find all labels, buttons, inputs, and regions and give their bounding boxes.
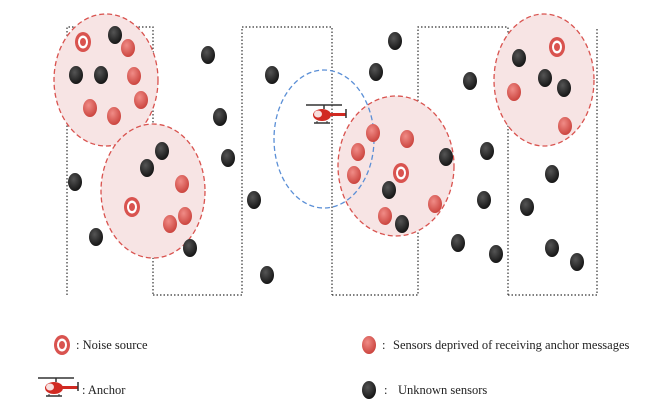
- deprived-sensor: [107, 107, 121, 125]
- unknown-sensor: [89, 228, 103, 246]
- legend-noise-source-icon: [54, 335, 70, 355]
- unknown-sensor: [183, 239, 197, 257]
- noise-source-icon: [124, 197, 140, 217]
- noise-sources: [75, 32, 565, 217]
- deprived-sensor: [378, 207, 392, 225]
- deprived-sensor: [428, 195, 442, 213]
- deprived-sensor: [351, 143, 365, 161]
- unknown-sensor: [538, 69, 552, 87]
- unknown-sensor: [155, 142, 169, 160]
- deprived-sensor: [163, 215, 177, 233]
- deprived-sensor: [558, 117, 572, 135]
- legend-helicopter-icon: [37, 377, 79, 397]
- legend-noise-source-label: : Noise source: [76, 338, 148, 352]
- unknown-sensor: [451, 234, 465, 252]
- legend-anchor-label: : Anchor: [82, 383, 126, 397]
- unknown-sensor: [512, 49, 526, 67]
- unknown-sensor: [382, 181, 396, 199]
- legend-deprived-sensors-label: Sensors deprived of receiving anchor mes…: [393, 338, 630, 352]
- noise-source-icon: [393, 163, 409, 183]
- unknown-sensor: [395, 215, 409, 233]
- legend-unknown-sensors-label: Unknown sensors: [398, 383, 487, 397]
- unknown-sensor: [68, 173, 82, 191]
- unknown-sensor: [69, 66, 83, 84]
- deprived-sensor: [400, 130, 414, 148]
- legend-deprived-prefix: :: [382, 338, 385, 352]
- deprived-sensor: [134, 91, 148, 109]
- unknown-sensor: [545, 165, 559, 183]
- noise-regions: [53, 13, 595, 259]
- unknown-sensor: [94, 66, 108, 84]
- legend-unknown-sensor-icon: [362, 381, 376, 399]
- unknown-sensor: [489, 245, 503, 263]
- unknown-sensor: [480, 142, 494, 160]
- deprived-sensor: [178, 207, 192, 225]
- unknown-sensor: [140, 159, 154, 177]
- unknown-sensor: [463, 72, 477, 90]
- unknown-sensor: [221, 149, 235, 167]
- unknown-sensor: [260, 266, 274, 284]
- deprived-sensor: [83, 99, 97, 117]
- deprived-sensor: [175, 175, 189, 193]
- deprived-sensor: [121, 39, 135, 57]
- unknown-sensor: [108, 26, 122, 44]
- legend-unknown-prefix: :: [384, 383, 387, 397]
- deprived-sensor: [507, 83, 521, 101]
- unknown-sensor: [388, 32, 402, 50]
- deprived-sensor: [366, 124, 380, 142]
- unknown-sensor: [545, 239, 559, 257]
- noise-source-icon: [549, 37, 565, 57]
- deprived-sensor: [347, 166, 361, 184]
- path-segment-2: [153, 26, 333, 296]
- unknown-sensor: [570, 253, 584, 271]
- deprived-sensor: [127, 67, 141, 85]
- deprived-sensors: [83, 39, 572, 233]
- noise-region-2: [100, 123, 206, 259]
- unknown-sensor: [439, 148, 453, 166]
- unknown-sensor: [477, 191, 491, 209]
- unknown-sensor: [201, 46, 215, 64]
- unknown-sensor: [265, 66, 279, 84]
- unknown-sensor: [213, 108, 227, 126]
- unknown-sensors: [68, 26, 584, 284]
- legend-deprived-sensor-icon: [362, 336, 376, 354]
- legend: : Noise source : Sensors deprived of rec…: [37, 335, 630, 399]
- helicopter-icon: [305, 104, 347, 124]
- path-segment-4: [508, 27, 598, 296]
- unknown-sensor: [247, 191, 261, 209]
- unknown-sensor: [369, 63, 383, 81]
- unknown-sensor: [520, 198, 534, 216]
- noise-source-icon: [75, 32, 91, 52]
- unknown-sensor: [557, 79, 571, 97]
